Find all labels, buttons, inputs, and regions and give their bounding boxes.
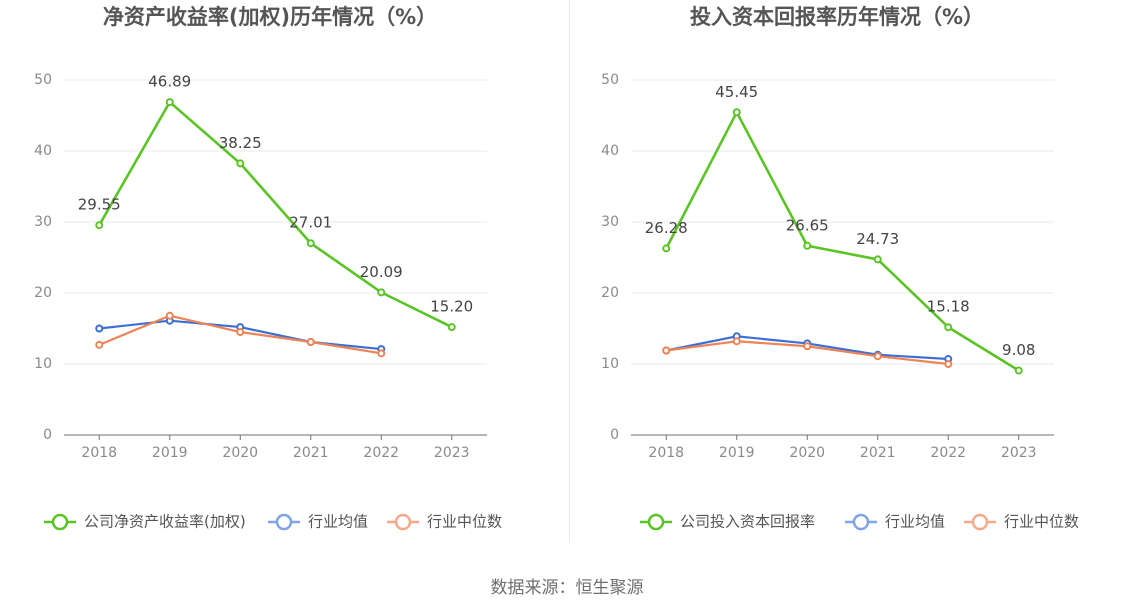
chart-divider (569, 0, 570, 542)
legend-marker (394, 513, 412, 531)
x-tick-label: 2019 (152, 445, 188, 461)
data-point (732, 337, 741, 346)
x-tick-label: 2023 (434, 445, 470, 461)
data-point (377, 288, 386, 297)
data-label: 9.08 (1002, 341, 1035, 359)
data-point (944, 360, 953, 368)
legend-label: 公司投入资本回报率 (680, 513, 815, 531)
y-tick-label: 30 (601, 214, 619, 230)
data-label: 38.25 (219, 134, 262, 152)
chart-title: 投入资本回报率历年情况（%） (690, 5, 984, 29)
data-label: 45.45 (715, 83, 758, 101)
y-tick-label: 30 (34, 214, 52, 230)
data-label: 26.65 (786, 216, 829, 234)
data-label: 26.28 (645, 219, 688, 237)
data-point (95, 324, 104, 333)
y-tick-label: 10 (601, 356, 619, 372)
data-point (306, 239, 315, 248)
y-tick-label: 20 (34, 285, 52, 301)
x-tick-label: 2020 (789, 445, 825, 461)
legend-label: 行业中位数 (1004, 513, 1079, 531)
x-tick-label: 2021 (860, 445, 896, 461)
data-label: 15.18 (927, 298, 970, 316)
data-label: 29.55 (78, 196, 121, 214)
y-tick-label: 40 (34, 143, 52, 159)
y-tick-label: 10 (34, 356, 52, 372)
chart-title: 净资产收益率(加权)历年情况（%） (103, 5, 437, 29)
series-line-0 (98, 100, 453, 329)
data-point (236, 328, 245, 337)
legend-label: 行业均值 (308, 513, 368, 531)
data-point (1014, 366, 1023, 375)
data-point (95, 221, 104, 230)
data-point (732, 108, 741, 117)
data-label: 24.73 (856, 230, 899, 248)
data-point (377, 349, 386, 358)
y-tick-label: 40 (601, 143, 619, 159)
data-point (165, 98, 174, 107)
series-line-0 (665, 111, 1020, 372)
roic-chart: 投入资本回报率历年情况（%） 0 10 20 30 40 50 2018 2019 2020 202… (601, 5, 1079, 531)
legend-label: 行业中位数 (427, 513, 502, 531)
x-tick-label: 2018 (81, 445, 117, 461)
data-point (873, 352, 882, 361)
legend-label: 行业均值 (885, 513, 945, 531)
data-point (165, 311, 174, 320)
data-label: 46.89 (148, 73, 191, 91)
legend-marker (971, 513, 989, 531)
x-tick-label: 2019 (719, 445, 755, 461)
y-tick-label: 0 (610, 427, 619, 443)
data-point (803, 241, 812, 250)
data-point (803, 342, 812, 351)
data-label: 15.20 (430, 298, 473, 316)
x-tick-label: 2022 (363, 445, 399, 461)
data-label: 27.01 (289, 214, 332, 232)
data-point (662, 244, 671, 253)
data-point (662, 346, 671, 355)
y-tick-label: 20 (601, 285, 619, 301)
legend-marker (51, 513, 69, 531)
data-point (236, 159, 245, 168)
legend-marker (647, 513, 665, 531)
roe-chart: 净资产收益率(加权)历年情况（%） 0 10 20 30 40 50 2018 2019 2020… (34, 5, 502, 531)
data-point (944, 323, 953, 332)
data-source: 数据来源：恒生聚源 (490, 578, 644, 598)
y-tick-label: 0 (43, 427, 52, 443)
legend-label: 公司净资产收益率(加权) (84, 513, 246, 531)
x-tick-label: 2023 (1001, 445, 1037, 461)
x-tick-label: 2021 (293, 445, 329, 461)
data-point (306, 337, 315, 346)
x-tick-label: 2020 (222, 445, 258, 461)
y-tick-label: 50 (34, 72, 52, 88)
legend-marker (275, 513, 293, 531)
data-label: 20.09 (360, 263, 403, 281)
data-point (447, 323, 456, 332)
data-point (95, 340, 104, 349)
x-tick-label: 2022 (930, 445, 966, 461)
data-point (873, 255, 882, 264)
x-tick-label: 2018 (648, 445, 684, 461)
legend-marker (852, 513, 870, 531)
y-tick-label: 50 (601, 72, 619, 88)
